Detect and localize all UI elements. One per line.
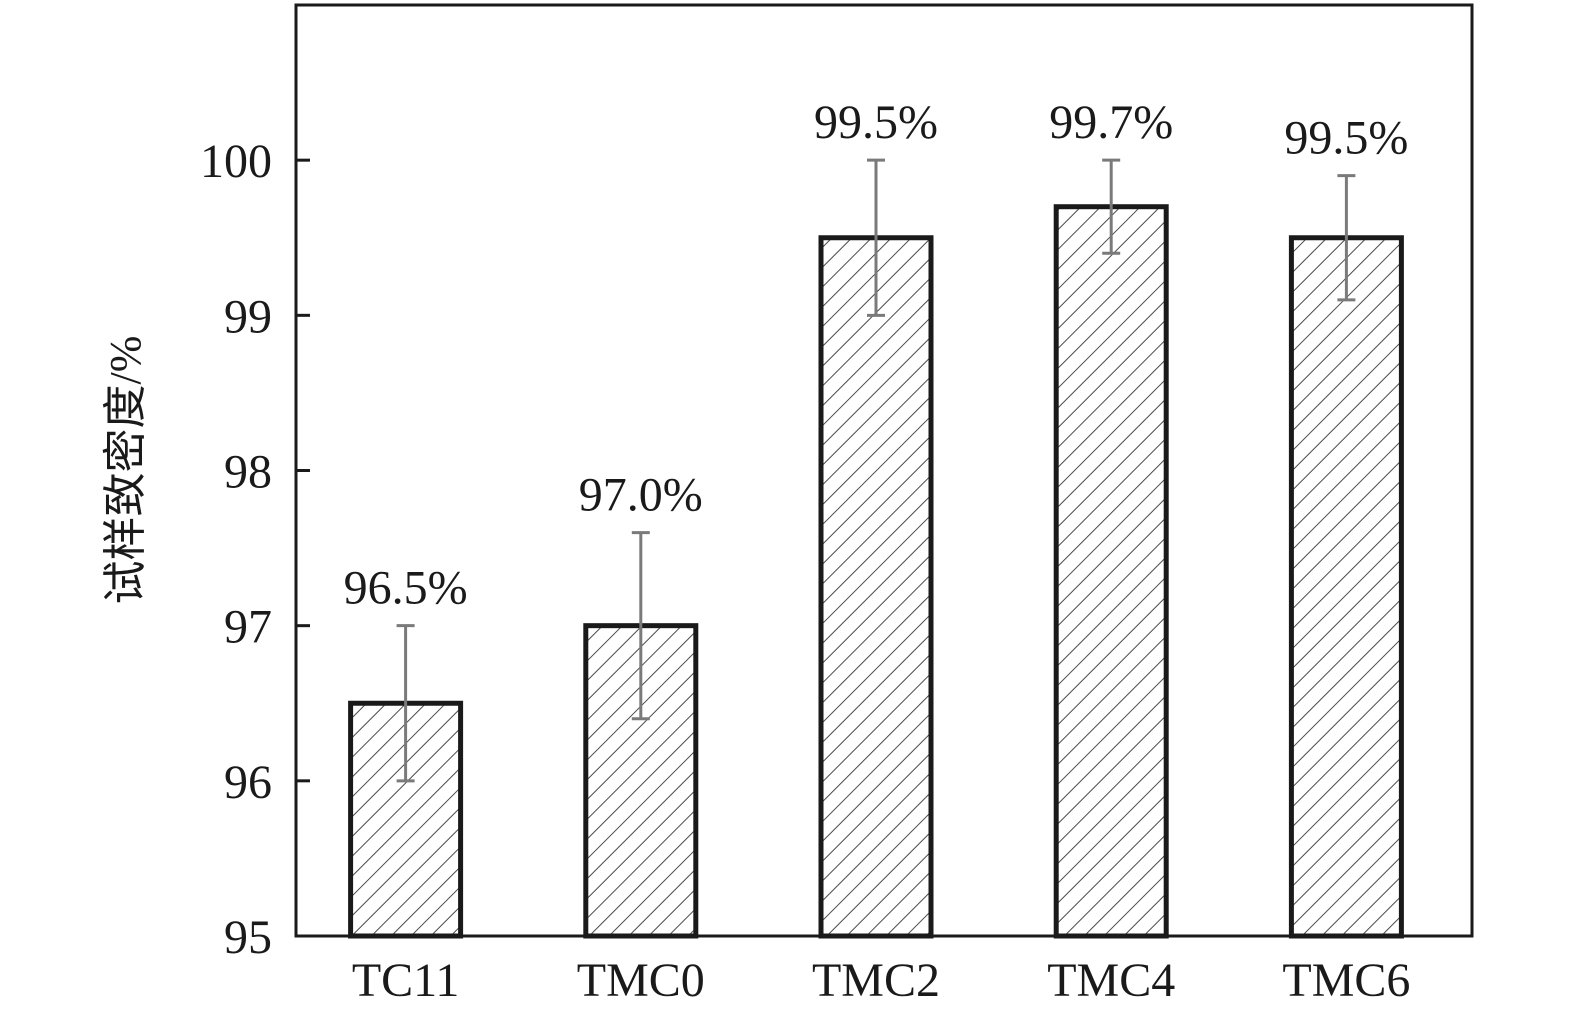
data-label-tmc6: 99.5% — [1284, 112, 1408, 165]
x-category-label-tc11: TC11 — [352, 954, 460, 1007]
x-category-label-tmc6: TMC6 — [1282, 954, 1410, 1007]
data-label-tc11: 96.5% — [344, 562, 468, 615]
y-tick-label: 98 — [224, 446, 272, 499]
y-tick-label: 100 — [200, 135, 272, 188]
y-tick-label: 99 — [224, 290, 272, 343]
y-tick-label: 96 — [224, 756, 272, 809]
bar-tmc4 — [1053, 204, 1169, 939]
y-tick-label: 95 — [224, 911, 272, 964]
bar-tmc2 — [818, 235, 934, 939]
x-category-label-tmc4: TMC4 — [1047, 954, 1175, 1007]
data-label-tmc4: 99.7% — [1049, 96, 1173, 149]
y-tick-label: 97 — [224, 601, 272, 654]
data-label-tmc0: 97.0% — [579, 469, 703, 522]
x-category-label-tmc2: TMC2 — [812, 954, 940, 1007]
data-label-tmc2: 99.5% — [814, 96, 938, 149]
bar-tmc6 — [1288, 235, 1404, 939]
x-category-label-tmc0: TMC0 — [577, 954, 705, 1007]
y-axis-title: 试样致密度/% — [101, 336, 150, 605]
